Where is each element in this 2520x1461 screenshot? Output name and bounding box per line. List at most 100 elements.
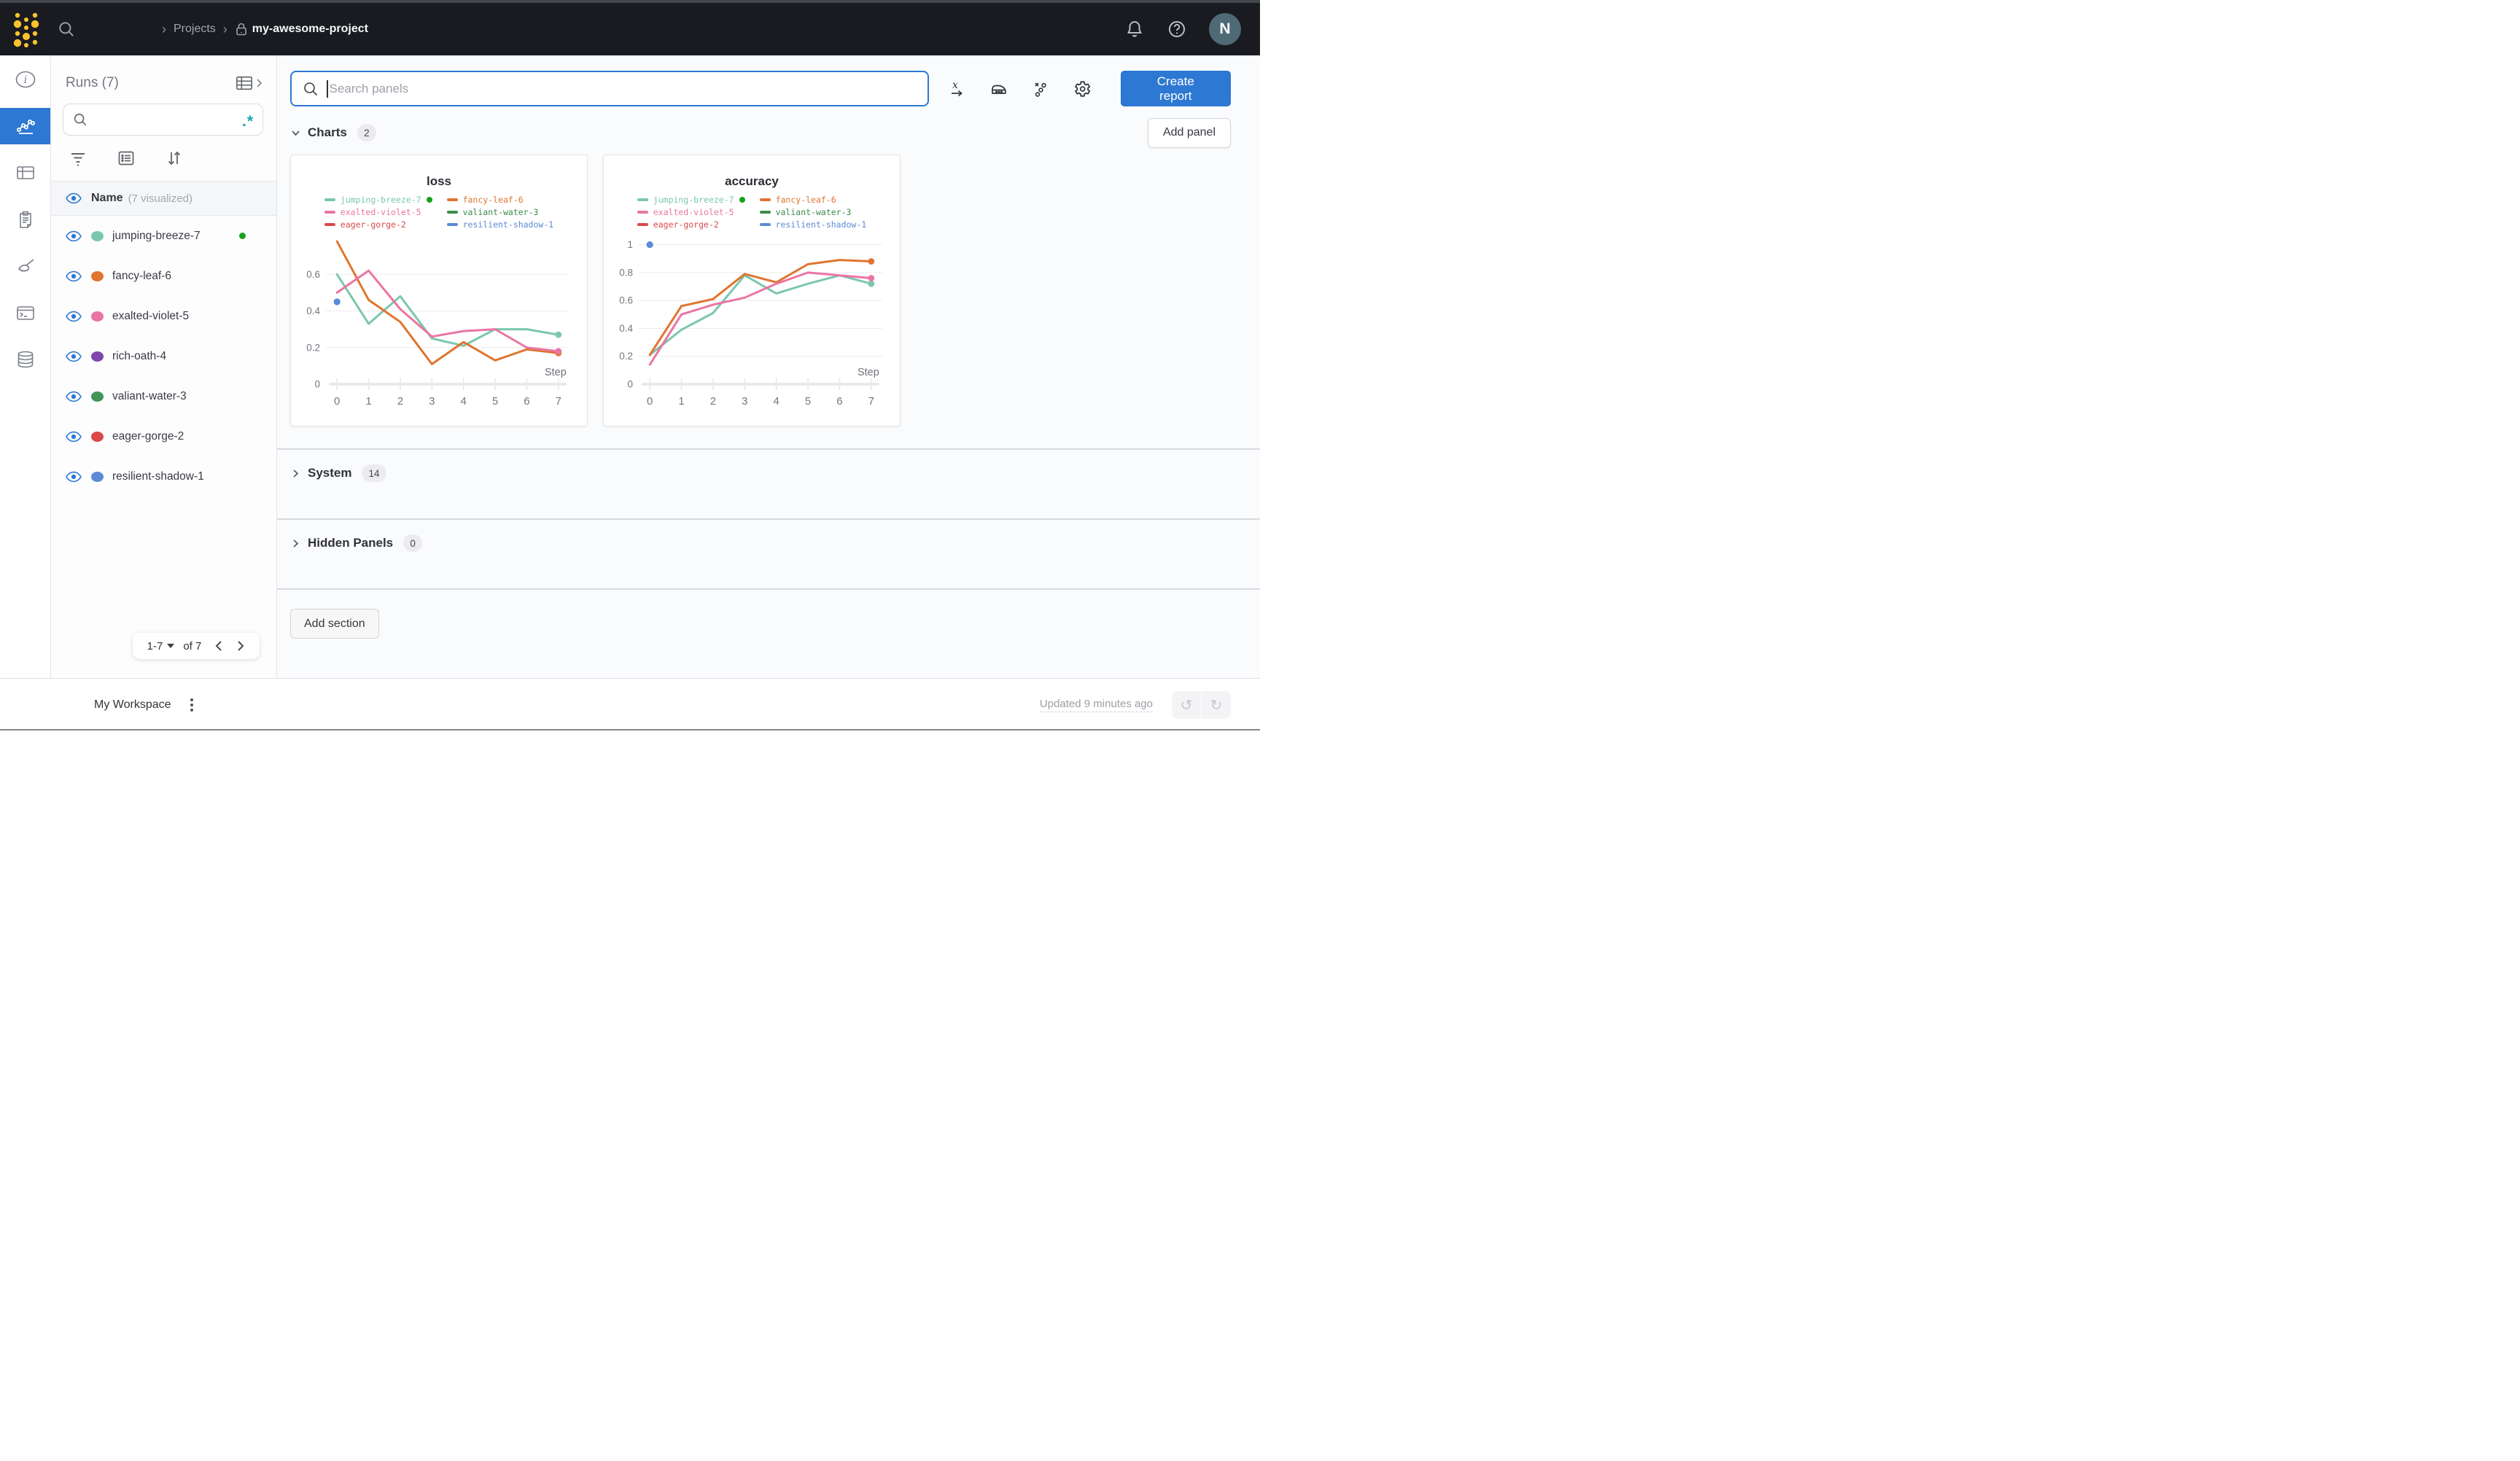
chart-plot[interactable]: 0 0.2 0.4 0.6 0.8 1 0 1 2 3 4 5 6 7 Step (610, 233, 894, 416)
eye-icon[interactable] (66, 471, 82, 483)
page-size-dropdown[interactable]: 1-7 (147, 640, 175, 652)
add-section-button[interactable]: Add section (290, 609, 379, 639)
undo-button[interactable]: ↺ (1172, 690, 1201, 719)
run-name[interactable]: valiant-water-3 (112, 389, 187, 402)
run-name[interactable]: rich-oath-4 (112, 349, 167, 362)
section-charts-label[interactable]: Charts (308, 125, 347, 139)
workspace-menu-kebab-icon[interactable] (187, 696, 196, 714)
prev-page-icon[interactable] (214, 639, 223, 652)
redo-button[interactable]: ↻ (1202, 690, 1231, 719)
run-color-dot (91, 351, 104, 362)
chart-plot[interactable]: 0 0.2 0.4 0.6 0 1 2 3 4 5 6 7 Step (297, 233, 581, 416)
eye-icon[interactable] (66, 431, 82, 443)
run-row[interactable]: rich-oath-4 (51, 336, 276, 376)
eye-icon[interactable] (66, 230, 82, 242)
next-page-icon[interactable] (236, 639, 245, 652)
svg-text:7: 7 (868, 395, 874, 408)
panel-search-input[interactable] (329, 81, 917, 96)
legend-swatch (759, 211, 771, 214)
legend-label: fancy-leaf-6 (775, 195, 836, 205)
rail-item-jobs[interactable] (0, 201, 50, 238)
legend-entry[interactable]: eager-gorge-2 (637, 219, 745, 230)
hidden-panels-count-badge: 0 (403, 534, 423, 552)
run-name[interactable]: eager-gorge-2 (112, 429, 184, 443)
svg-text:1: 1 (678, 395, 684, 408)
user-avatar[interactable]: N (1209, 13, 1241, 45)
legend-entry[interactable]: valiant-water-3 (759, 207, 867, 217)
run-row[interactable]: exalted-violet-5 (51, 296, 276, 336)
project-name: my-awesome-project (252, 23, 368, 35)
section-divider (277, 518, 1260, 520)
run-row[interactable]: jumping-breeze-7 (51, 216, 276, 256)
run-row[interactable]: resilient-shadow-1 (51, 456, 276, 496)
svg-text:0: 0 (647, 395, 653, 408)
x-axis-settings-icon[interactable]: x (948, 79, 967, 98)
eye-icon[interactable] (66, 391, 82, 402)
legend-swatch (324, 198, 335, 201)
svg-text:4: 4 (461, 395, 467, 408)
run-name[interactable]: jumping-breeze-7 (112, 229, 201, 242)
runs-pagination: 1-7 of 7 (133, 633, 260, 659)
create-report-button[interactable]: Create report (1120, 71, 1231, 106)
rail-item-logs[interactable] (0, 295, 50, 331)
run-name[interactable]: exalted-violet-5 (112, 309, 190, 322)
run-row[interactable]: fancy-leaf-6 (51, 256, 276, 296)
breadcrumb-projects-link[interactable]: Projects (174, 23, 216, 35)
run-name[interactable]: fancy-leaf-6 (112, 269, 171, 282)
filter-icon[interactable] (69, 149, 88, 168)
section-system-label[interactable]: System (308, 466, 352, 480)
svg-text:x: x (952, 79, 958, 91)
smoothing-icon[interactable] (989, 79, 1008, 98)
runs-search-input[interactable] (94, 113, 242, 126)
run-name[interactable]: resilient-shadow-1 (112, 470, 204, 483)
runs-header-meta: (7 visualized) (128, 192, 192, 205)
rail-item-table[interactable] (0, 155, 50, 191)
regex-toggle-icon[interactable]: .* (241, 113, 254, 130)
workspace-settings-gear-icon[interactable] (1073, 79, 1092, 98)
section-hidden-panels-label[interactable]: Hidden Panels (308, 536, 394, 550)
wandb-logo-icon[interactable] (12, 9, 41, 49)
breadcrumb-separator: › (222, 21, 228, 36)
chart-panel-accuracy[interactable]: accuracy jumping-breeze-7 fancy-leaf-6 exal… (603, 155, 901, 426)
add-panel-button[interactable]: Add panel (1147, 117, 1231, 148)
eye-icon[interactable] (66, 311, 82, 322)
eye-icon[interactable] (66, 270, 82, 282)
run-row[interactable]: valiant-water-3 (51, 376, 276, 416)
legend-entry[interactable]: valiant-water-3 (446, 207, 554, 217)
sort-icon[interactable] (165, 149, 184, 168)
svg-text:5: 5 (492, 395, 498, 408)
legend-entry[interactable]: fancy-leaf-6 (446, 195, 554, 205)
rail-item-sweeps[interactable] (0, 248, 50, 284)
legend-entry[interactable]: eager-gorge-2 (324, 219, 432, 230)
legend-entry[interactable]: exalted-violet-5 (324, 207, 432, 217)
legend-entry[interactable]: jumping-breeze-7 (324, 195, 432, 205)
legend-entry[interactable]: resilient-shadow-1 (759, 219, 867, 230)
chevron-down-icon[interactable] (290, 128, 301, 139)
run-row[interactable]: eager-gorge-2 (51, 416, 276, 456)
breadcrumb-current-project[interactable]: my-awesome-project (235, 22, 368, 36)
help-icon[interactable] (1167, 19, 1187, 39)
rail-item-charts[interactable] (0, 108, 50, 144)
text-cursor (327, 79, 328, 98)
chart-panel-loss[interactable]: loss jumping-breeze-7 fancy-leaf-6 exalted-… (290, 155, 588, 426)
visible-columns-icon[interactable] (117, 149, 136, 168)
eye-icon[interactable] (66, 351, 82, 362)
rail-item-overview[interactable]: i (0, 61, 50, 98)
chevron-right-icon[interactable] (290, 468, 301, 479)
legend-entry[interactable]: resilient-shadow-1 (446, 219, 553, 230)
legend-entry[interactable]: fancy-leaf-6 (759, 195, 867, 205)
legend-label: resilient-shadow-1 (775, 219, 867, 230)
legend-swatch (637, 223, 648, 226)
svg-text:0.6: 0.6 (619, 295, 633, 306)
legend-entry[interactable]: jumping-breeze-7 (637, 195, 745, 205)
expand-runs-table-button[interactable] (235, 74, 263, 92)
legend-label: eager-gorge-2 (653, 219, 719, 230)
outliers-icon[interactable] (1031, 79, 1050, 98)
global-search-icon[interactable] (57, 20, 76, 39)
runs-list-header[interactable]: Name (7 visualized) (51, 181, 276, 216)
window-top-strip (0, 0, 1260, 3)
rail-item-artifacts[interactable] (0, 341, 50, 378)
legend-entry[interactable]: exalted-violet-5 (637, 207, 745, 217)
notifications-bell-icon[interactable] (1124, 19, 1145, 39)
chevron-right-icon[interactable] (290, 538, 301, 549)
